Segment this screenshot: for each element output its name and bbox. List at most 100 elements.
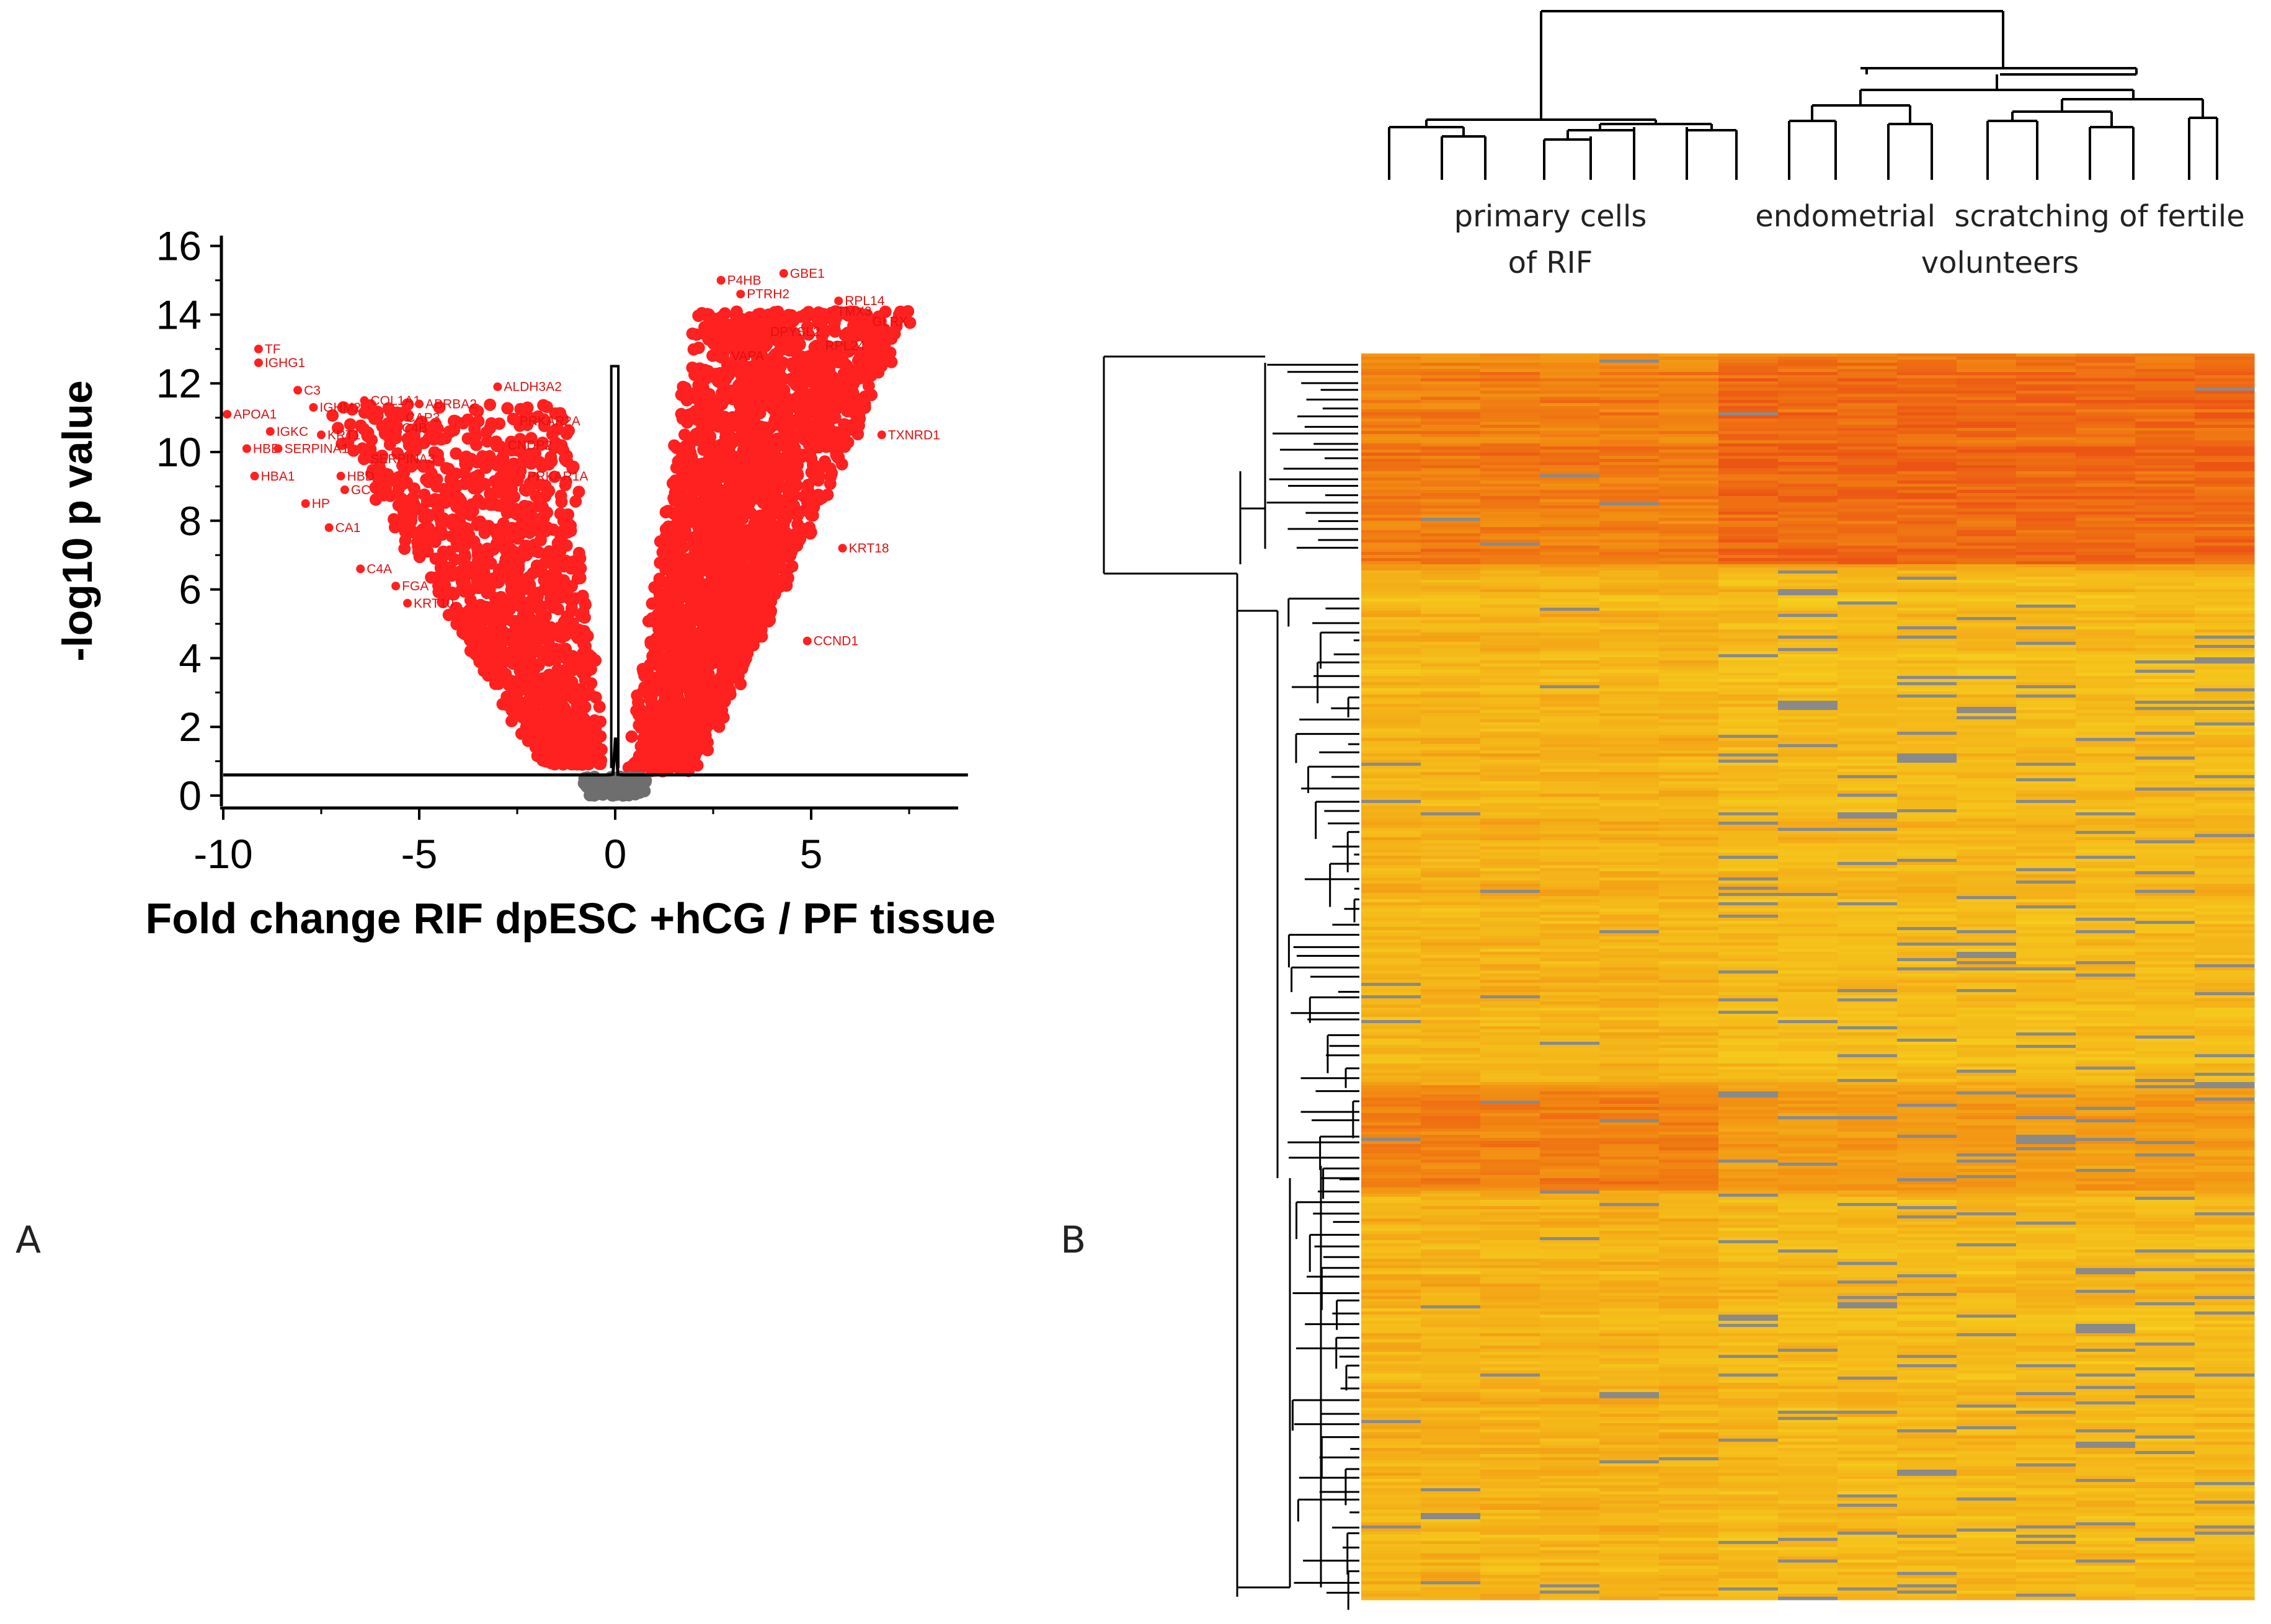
heatmap-cell xyxy=(1718,453,1779,456)
heatmap-cell xyxy=(1838,397,1898,401)
data-point xyxy=(572,660,585,673)
heatmap-cell xyxy=(2135,453,2195,456)
heatmap-cell xyxy=(1778,412,1838,416)
heatmap-cell xyxy=(2135,456,2195,459)
heatmap-cell xyxy=(1957,437,2017,441)
data-point xyxy=(683,616,696,629)
data-point xyxy=(567,758,580,771)
heatmap-cell xyxy=(1361,428,1421,432)
heatmap-cell xyxy=(1480,496,1540,500)
data-point xyxy=(727,667,740,680)
heatmap-cell xyxy=(1421,388,1481,391)
data-point xyxy=(709,482,722,495)
heatmap-cell xyxy=(1838,431,1898,435)
gene-point-prkar2a xyxy=(509,417,518,426)
heatmap-cell xyxy=(1599,369,1660,373)
heatmap-cell xyxy=(1718,357,1779,360)
heatmap-cell xyxy=(1957,366,2017,370)
heatmap-cell xyxy=(1957,490,2017,494)
data-point xyxy=(713,704,726,717)
heatmap-cell xyxy=(1599,419,1660,422)
data-point xyxy=(687,469,700,482)
panel-label-a: A xyxy=(16,1218,41,1262)
heatmap-cell xyxy=(2016,409,2076,413)
x-tick-label: 5 xyxy=(800,831,823,877)
heatmap-cell xyxy=(1480,369,1540,373)
heatmap-cell xyxy=(2195,450,2255,453)
data-point xyxy=(505,473,518,486)
heatmap-cell xyxy=(1421,397,1481,401)
heatmap-cell xyxy=(2195,428,2255,432)
heatmap-cell xyxy=(2135,462,2195,466)
heatmap-cell xyxy=(2195,456,2255,459)
heatmap-cell xyxy=(1659,360,1719,363)
data-point xyxy=(454,565,467,578)
heatmap-cell xyxy=(1957,409,2017,413)
data-point xyxy=(763,597,776,610)
heatmap-cell xyxy=(1897,415,1957,419)
heatmap-cell xyxy=(2195,490,2255,494)
heatmap-cell xyxy=(1897,419,1957,422)
heatmap-cell xyxy=(1778,446,1838,450)
data-point xyxy=(561,626,574,639)
data-point xyxy=(484,398,497,411)
heatmap-cell xyxy=(1540,481,1600,484)
data-point xyxy=(515,727,528,740)
heatmap-cell xyxy=(1778,484,1838,487)
heatmap-cell xyxy=(1361,512,1421,515)
data-point xyxy=(443,545,456,558)
heatmap-cell xyxy=(1838,372,1898,376)
heatmap-cell xyxy=(1659,406,1719,410)
data-point xyxy=(788,371,801,384)
heatmap-cell xyxy=(1838,518,1898,521)
heatmap-cell xyxy=(1957,406,2017,410)
heatmap-cell xyxy=(1361,403,1421,407)
data-point xyxy=(817,438,830,451)
heatmap-cell xyxy=(1361,378,1421,382)
data-point xyxy=(737,501,750,514)
heatmap-cell xyxy=(1778,456,1838,459)
heatmap-cell xyxy=(1540,453,1600,456)
heatmap-cell xyxy=(1778,490,1838,494)
data-point xyxy=(417,511,430,524)
heatmap-cell xyxy=(1897,487,1957,490)
heatmap-cell xyxy=(1718,512,1779,515)
heatmap-cell xyxy=(1957,375,2017,379)
heatmap-cell xyxy=(1897,490,1957,494)
heatmap-cell xyxy=(2016,499,2076,503)
data-point xyxy=(662,697,675,709)
data-point xyxy=(505,634,518,647)
data-point xyxy=(732,383,744,396)
heatmap-cell xyxy=(1957,431,2017,435)
heatmap-cell xyxy=(1957,496,2017,500)
data-point xyxy=(773,580,786,593)
heatmap-cell xyxy=(1718,515,1779,518)
heatmap-cell xyxy=(1421,515,1481,518)
heatmap-cell xyxy=(2195,499,2255,503)
heatmap-cell xyxy=(1599,412,1660,416)
heatmap-cell xyxy=(1957,369,2017,373)
data-point xyxy=(742,488,755,500)
heatmap-cell xyxy=(1480,434,1540,438)
heatmap-cell xyxy=(1480,428,1540,432)
heatmap-cell xyxy=(2076,425,2136,428)
data-point xyxy=(550,654,562,667)
heatmap-cell xyxy=(1897,450,1957,453)
heatmap-cell xyxy=(1659,384,1719,388)
heatmap-cell xyxy=(1778,505,1838,509)
heatmap-cell xyxy=(1778,403,1838,407)
data-point xyxy=(802,484,815,497)
heatmap-cell xyxy=(2135,502,2195,506)
heatmap-cell xyxy=(1897,428,1957,432)
heatmap-cell xyxy=(2016,400,2076,404)
data-point xyxy=(812,474,825,487)
gene-label-p4hb: P4HB xyxy=(727,273,762,288)
heatmap-cell xyxy=(1361,459,1421,463)
heatmap-cell xyxy=(1540,505,1600,509)
heatmap-cell xyxy=(1361,440,1421,444)
heatmap-cell xyxy=(1897,477,1957,481)
heatmap-cell xyxy=(1897,406,1957,410)
data-point xyxy=(684,692,697,705)
data-point xyxy=(540,674,553,687)
